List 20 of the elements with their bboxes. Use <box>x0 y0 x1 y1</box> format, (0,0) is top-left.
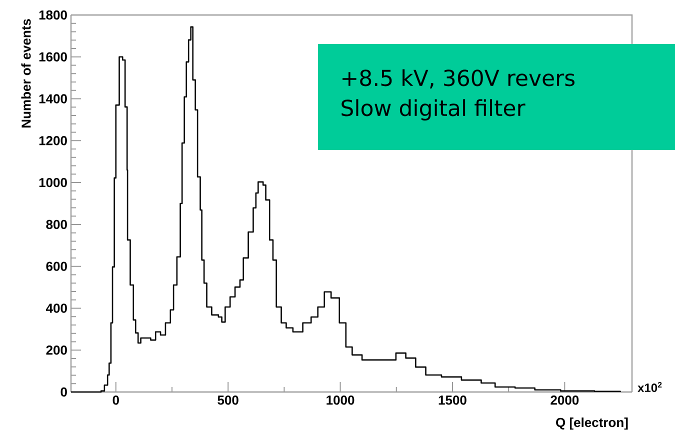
text: x10$^{2}$ <box>638 382 662 392</box>
x-tick-label: 1000 <box>326 396 354 405</box>
x-axis-title: Q [electron] <box>556 418 628 430</box>
annotation: +8.5 kV, 360V revers <box>342 69 574 88</box>
y-axis-title: Number of events <box>21 19 31 128</box>
y-tick-label: 1800 <box>39 10 67 20</box>
y-tick-label: 400 <box>46 304 67 313</box>
y-tick-label: 1000 <box>39 178 67 188</box>
y-tick-label: 1200 <box>39 136 67 146</box>
annotation: Slow digital filter <box>342 99 526 120</box>
y-tick-label: 200 <box>46 346 67 355</box>
x-tick-label: 1500 <box>438 396 466 405</box>
x-tick-label: 2000 <box>550 396 579 405</box>
x-tick-label: 0 <box>112 396 119 405</box>
y-tick-label: 600 <box>46 262 67 271</box>
y-tick-label: 800 <box>46 220 67 230</box>
x-tick-label: 500 <box>218 396 238 405</box>
y-tick-label: 0 <box>60 387 67 397</box>
y-tick-label: 1600 <box>39 52 67 62</box>
y-tick-label: 1400 <box>39 94 67 104</box>
